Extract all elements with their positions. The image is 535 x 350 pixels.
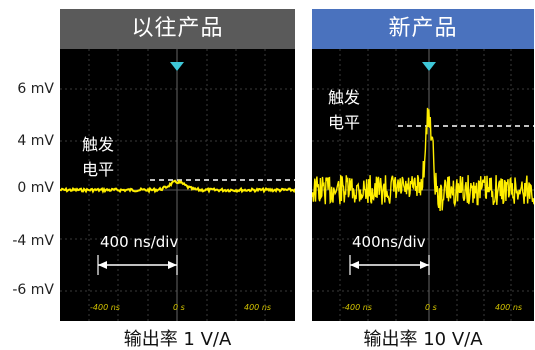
panel-header-previous: 以往产品 xyxy=(60,9,295,49)
y-label-neg6mv: -6 mV xyxy=(12,282,54,298)
trigger-label-line2: 电平 xyxy=(82,160,115,179)
caption-previous: 输出率 1 V/A xyxy=(123,329,232,350)
scope-display-previous: 触发 电平 400 ns/div -400 ns 0 s 400 ns xyxy=(60,49,295,321)
x-tick-neg400: -400 ns xyxy=(90,303,120,312)
time-scale-label: 400ns/div xyxy=(352,233,426,251)
y-label-6mv: 6 mV xyxy=(17,81,54,97)
y-label-0mv: 0 mV xyxy=(17,180,54,196)
arrow-right-icon xyxy=(420,261,429,269)
scope-display-new: 触发 电平 400ns/div -400 ns 0 s 400 ns xyxy=(312,49,534,321)
scope-grid-right xyxy=(312,49,534,321)
trigger-marker-icon xyxy=(422,62,436,71)
x-tick-400: 400 ns xyxy=(244,303,272,312)
caption-new: 输出率 10 V/A xyxy=(363,329,483,350)
signal-trace-right xyxy=(312,107,534,212)
x-tick-400: 400 ns xyxy=(495,303,523,312)
y-label-neg4mv: -4 mV xyxy=(12,233,54,249)
trigger-marker-icon xyxy=(170,62,184,71)
x-tick-0: 0 s xyxy=(173,303,185,312)
trigger-label-line1: 触发 xyxy=(328,88,361,107)
trigger-label-line1: 触发 xyxy=(82,135,115,154)
signal-trace-left xyxy=(60,179,295,195)
arrow-left-icon xyxy=(350,261,359,269)
trigger-label-line2: 电平 xyxy=(328,113,361,132)
x-tick-0: 0 s xyxy=(425,303,437,312)
panel-header-new: 新产品 xyxy=(312,9,534,49)
x-tick-neg400: -400 ns xyxy=(342,303,372,312)
time-scale-label: 400 ns/div xyxy=(100,233,179,251)
arrow-left-icon xyxy=(98,261,107,269)
scope-grid-left xyxy=(60,49,295,321)
arrow-right-icon xyxy=(168,261,177,269)
y-label-4mv: 4 mV xyxy=(17,133,54,149)
